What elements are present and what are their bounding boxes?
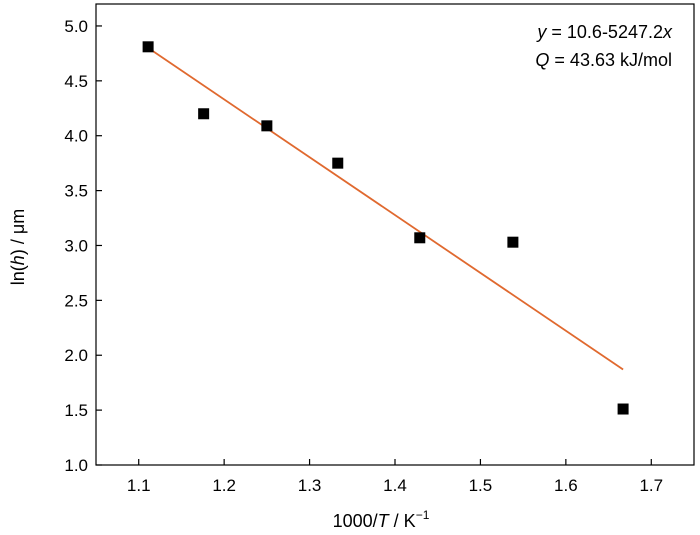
activation-energy-annotation: Q = 43.63 kJ/mol xyxy=(535,50,672,70)
y-axis: 1.0 1.5 2.0 2.5 3.0 3.5 4.0 4.5 5.0 xyxy=(64,17,102,475)
data-point xyxy=(617,403,629,415)
x-tick-label: 1.4 xyxy=(383,476,407,495)
data-point xyxy=(261,120,273,132)
data-point xyxy=(332,157,344,169)
y-axis-title: ln(h) / μm xyxy=(8,209,28,285)
x-tick-label: 1.5 xyxy=(469,476,493,495)
y-tick-label: 2.0 xyxy=(64,346,88,365)
x-tick-label: 1.2 xyxy=(212,476,236,495)
y-tick-label: 3.5 xyxy=(64,182,88,201)
x-axis: 1.1 1.2 1.3 1.4 1.5 1.6 1.7 xyxy=(127,459,663,495)
data-point xyxy=(507,236,519,248)
y-tick-label: 5.0 xyxy=(64,17,88,36)
data-point xyxy=(142,41,154,53)
plot-area: 1.0 1.5 2.0 2.5 3.0 3.5 4.0 4.5 5.0 1.1 1.2 1.3 1.4… xyxy=(64,3,695,495)
y-tick-label: 2.5 xyxy=(64,291,88,310)
x-axis-title: 1000/T / K−1 xyxy=(333,508,430,531)
fit-line xyxy=(147,47,624,371)
x-tick-label: 1.3 xyxy=(298,476,322,495)
y-tick-label: 3.0 xyxy=(64,236,88,255)
y-tick-label: 4.5 xyxy=(64,72,88,91)
x-tick-label: 1.1 xyxy=(127,476,151,495)
data-points xyxy=(142,41,629,415)
x-tick-label: 1.7 xyxy=(639,476,663,495)
y-tick-label: 4.0 xyxy=(64,127,88,146)
equation-annotation: y = 10.6-5247.2x xyxy=(535,22,673,42)
x-tick-label: 1.6 xyxy=(554,476,578,495)
data-point xyxy=(414,232,426,244)
y-tick-label: 1.0 xyxy=(64,456,88,475)
y-tick-label: 1.5 xyxy=(64,401,88,420)
data-point xyxy=(198,108,210,120)
